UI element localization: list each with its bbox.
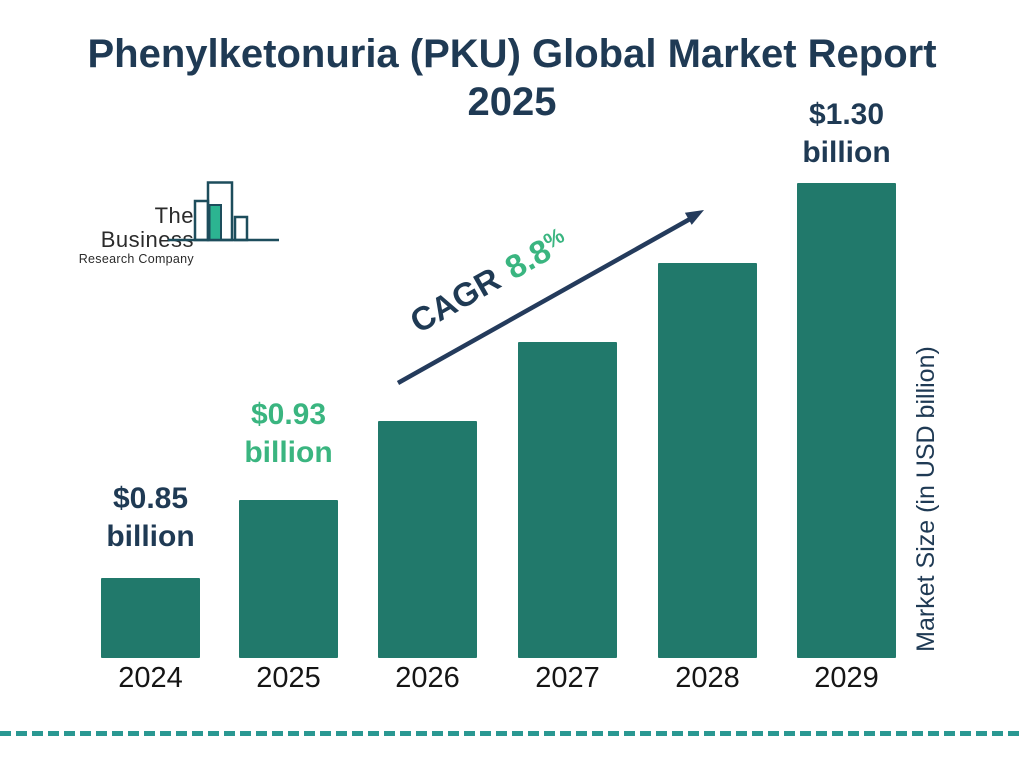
bottom-dashed-divider <box>0 731 1024 736</box>
bar-2027 <box>518 342 617 658</box>
bar-2025 <box>239 500 338 658</box>
axis-label-2025: 2025 <box>256 662 321 694</box>
axis-label-2026: 2026 <box>395 662 460 694</box>
logo-text: The Business Research Company <box>78 204 194 267</box>
chart-column-2024: $0.85 billion 2024 <box>101 0 200 768</box>
chart-column-2029: $1.30 billion 2029 <box>797 0 896 768</box>
logo-bar-chart-icon <box>168 181 279 242</box>
chart-column-2027: 2027 <box>518 0 617 768</box>
chart-column-2026: 2026 <box>378 0 477 768</box>
bar-2026 <box>378 421 477 658</box>
axis-label-2028: 2028 <box>675 662 740 694</box>
company-logo: The Business Research Company <box>78 180 288 266</box>
axis-label-2024: 2024 <box>118 662 183 694</box>
bar-2024 <box>101 578 200 658</box>
chart-column-2025: $0.93 billion 2025 <box>239 0 338 768</box>
axis-label-2029: 2029 <box>814 662 879 694</box>
value-label-2029: $1.30 billion <box>802 98 891 169</box>
page-title: Phenylketonuria (PKU) Global Market Repo… <box>87 32 937 124</box>
logo-company-subname: Research Company <box>78 252 194 266</box>
bar-2028 <box>658 263 757 658</box>
chart-column-2028: 2028 <box>658 0 757 768</box>
value-label-2024: $0.85 billion <box>106 482 195 553</box>
y-axis-title: Market Size (in USD billion) <box>912 346 940 652</box>
bar-2029 <box>797 183 896 658</box>
axis-label-2027: 2027 <box>535 662 600 694</box>
value-label-2025: $0.93 billion <box>244 398 333 469</box>
